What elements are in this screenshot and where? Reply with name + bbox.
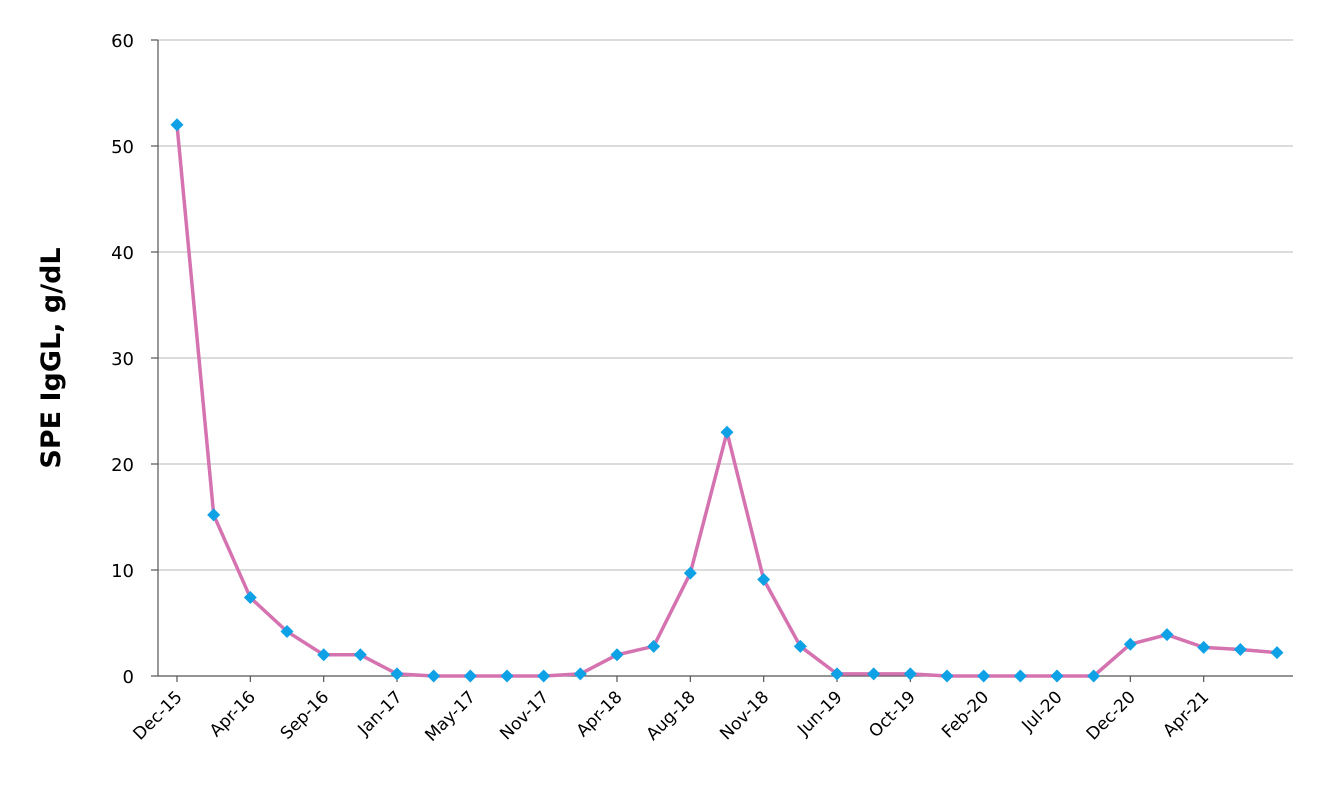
- data-point-marker: [647, 639, 661, 653]
- data-point-marker: [720, 425, 734, 439]
- x-tick-label: Aug-18: [643, 687, 700, 744]
- data-point-marker: [867, 667, 881, 681]
- data-point-marker: [280, 624, 294, 638]
- data-point-marker: [1013, 669, 1027, 683]
- x-tick-label: Sep-16: [277, 687, 333, 743]
- y-tick-label: 60: [111, 31, 134, 52]
- data-point-marker: [243, 591, 257, 605]
- x-tick-label: Feb-20: [938, 687, 993, 742]
- data-point-marker: [1087, 669, 1101, 683]
- data-point-marker: [427, 669, 441, 683]
- y-tick-label: 40: [111, 243, 134, 264]
- y-tick-label: 50: [111, 137, 134, 158]
- x-tick-label: Apr-21: [1159, 687, 1213, 741]
- gridlines: [158, 39, 1293, 571]
- data-point-marker: [757, 573, 771, 587]
- data-point-marker: [1197, 640, 1211, 654]
- data-point-marker: [683, 566, 697, 580]
- axes: [151, 39, 1293, 682]
- data-point-marker: [1123, 637, 1137, 651]
- y-tick-labels: 0 10 20 30 40 50 60: [111, 31, 134, 688]
- series: [170, 118, 1284, 683]
- x-tick-label: Jan-17: [354, 687, 407, 740]
- data-point-marker: [830, 667, 844, 681]
- x-tick-label: Jun-19: [793, 687, 846, 740]
- data-point-marker: [353, 648, 367, 662]
- data-point-marker: [390, 667, 404, 681]
- y-tick-label: 30: [111, 349, 134, 370]
- y-axis-label: SPE IgGL, g/dL: [36, 247, 67, 468]
- x-tick-label: Nov-18: [716, 687, 773, 744]
- data-point-marker: [1160, 628, 1174, 642]
- x-tick-labels: Dec-15 Apr-16 Sep-16 Jan-17 May-17 Nov-17 Apr-…: [129, 687, 1213, 745]
- x-tick-label: Oct-19: [865, 687, 920, 742]
- x-tick-label: Jul-20: [1018, 687, 1067, 736]
- x-tick-label: Nov-17: [496, 687, 553, 744]
- data-point-marker: [1233, 643, 1247, 656]
- data-point-marker: [1050, 669, 1064, 683]
- data-point-marker: [610, 648, 624, 662]
- data-point-marker: [793, 639, 807, 653]
- x-tick-label: Apr-16: [206, 687, 260, 741]
- data-point-marker: [170, 118, 184, 132]
- data-point-marker: [207, 508, 221, 522]
- data-point-marker: [537, 669, 551, 683]
- data-point-marker: [573, 667, 587, 681]
- series-line: [175, 123, 1279, 678]
- y-tick-label: 10: [111, 561, 134, 582]
- data-point-marker: [977, 669, 991, 683]
- data-point-marker: [940, 669, 954, 683]
- x-tick-label: Apr-18: [573, 687, 627, 741]
- y-tick-label: 20: [111, 455, 134, 476]
- x-tick-label: Dec-15: [129, 687, 186, 744]
- y-tick-label: 0: [123, 667, 134, 688]
- x-tick-label: May-17: [421, 687, 479, 745]
- data-point-marker: [317, 648, 331, 662]
- data-point-marker: [500, 669, 514, 683]
- data-point-marker: [463, 669, 477, 683]
- x-tick-label: Dec-20: [1083, 687, 1140, 744]
- data-point-marker: [1270, 646, 1284, 660]
- data-point-marker: [903, 667, 917, 681]
